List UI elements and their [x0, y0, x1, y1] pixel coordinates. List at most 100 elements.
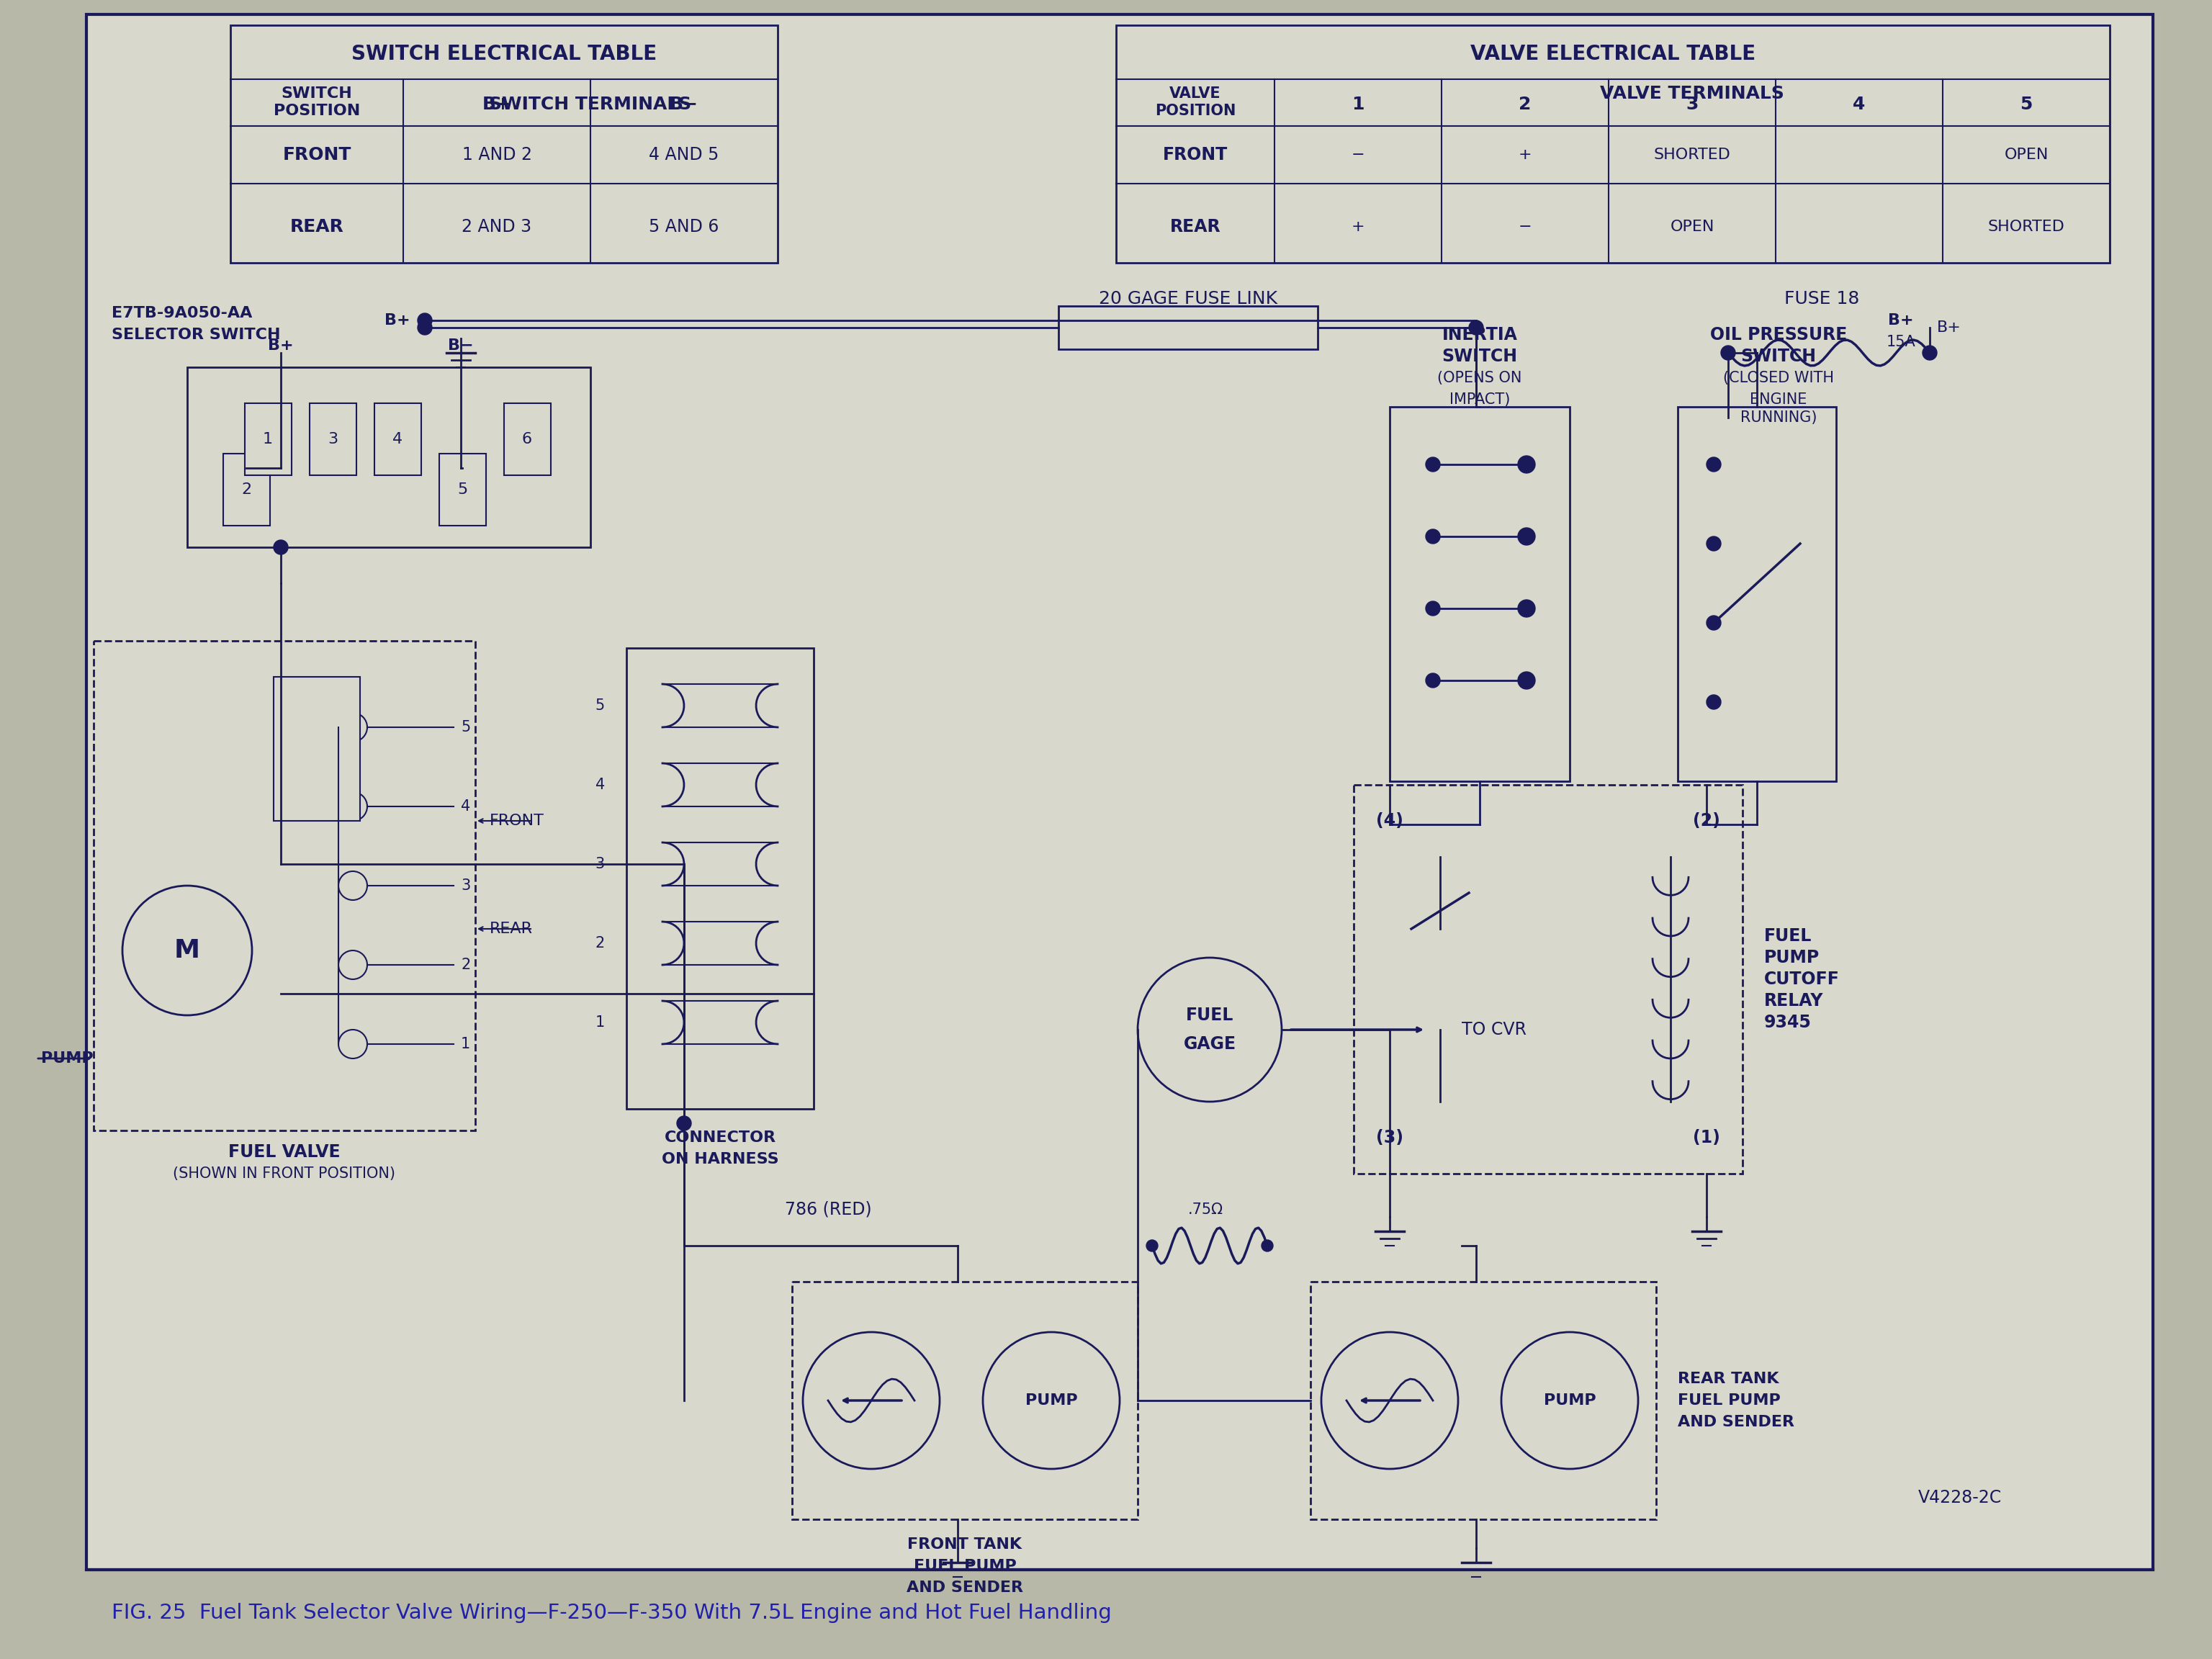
Text: 4: 4	[392, 431, 403, 446]
Text: 4 AND 5: 4 AND 5	[648, 146, 719, 164]
Text: REAR TANK: REAR TANK	[1677, 1372, 1778, 1387]
Bar	[374, 403, 420, 474]
Text: REAR: REAR	[489, 922, 533, 936]
Text: SHORTED: SHORTED	[1655, 148, 1730, 163]
Circle shape	[1427, 529, 1440, 544]
Bar	[440, 453, 487, 526]
Text: FUEL VALVE: FUEL VALVE	[228, 1143, 341, 1161]
Text: VALVE ELECTRICAL TABLE: VALVE ELECTRICAL TABLE	[1471, 43, 1756, 65]
Text: INERTIA: INERTIA	[1442, 327, 1517, 343]
Bar	[1354, 785, 1743, 1173]
Text: 3: 3	[327, 431, 338, 446]
Text: B+: B+	[268, 338, 294, 353]
Text: 1: 1	[263, 431, 272, 446]
Text: FRONT: FRONT	[1164, 146, 1228, 164]
Text: TO CVR: TO CVR	[1462, 1020, 1526, 1039]
Circle shape	[1427, 674, 1440, 687]
Text: B−: B−	[670, 96, 699, 113]
Circle shape	[122, 886, 252, 1015]
Text: AND SENDER: AND SENDER	[1677, 1415, 1794, 1430]
Text: 2: 2	[241, 483, 252, 496]
Circle shape	[1321, 1332, 1458, 1468]
Bar	[1117, 25, 2110, 262]
Circle shape	[1469, 320, 1484, 335]
Text: FUEL: FUEL	[1186, 1007, 1234, 1024]
Text: CUTOFF: CUTOFF	[1765, 971, 1840, 987]
Bar	[310, 403, 356, 474]
Text: B+: B+	[385, 314, 411, 327]
Circle shape	[1146, 1239, 1157, 1251]
Text: IMPACT): IMPACT)	[1449, 393, 1511, 406]
Text: 5 AND 6: 5 AND 6	[648, 219, 719, 236]
Bar	[230, 25, 779, 262]
Text: 4: 4	[595, 778, 604, 791]
Text: 5: 5	[460, 720, 471, 735]
Text: FUEL: FUEL	[1765, 927, 1812, 944]
Text: 15A: 15A	[1887, 335, 1916, 350]
Circle shape	[1705, 695, 1721, 710]
Text: PUMP: PUMP	[1765, 949, 1820, 966]
Text: 2 AND 3: 2 AND 3	[462, 219, 531, 236]
Text: FRONT: FRONT	[283, 146, 352, 164]
Circle shape	[982, 1332, 1119, 1468]
Text: V4228-2C: V4228-2C	[1918, 1490, 2002, 1506]
Text: 9345: 9345	[1765, 1014, 1812, 1032]
Text: 3: 3	[595, 856, 604, 871]
Text: PUMP: PUMP	[42, 1052, 93, 1065]
Text: 2: 2	[1520, 96, 1531, 113]
Text: +: +	[1517, 148, 1531, 163]
Text: VALVE
POSITION: VALVE POSITION	[1155, 86, 1237, 118]
Circle shape	[418, 320, 431, 335]
Circle shape	[1517, 601, 1535, 617]
Circle shape	[1427, 601, 1440, 615]
Circle shape	[677, 987, 690, 1000]
Bar	[1677, 406, 1836, 781]
Text: 1: 1	[595, 1015, 604, 1030]
Bar	[188, 367, 591, 547]
Text: ON HARNESS: ON HARNESS	[661, 1151, 779, 1166]
Text: VALVE TERMINALS: VALVE TERMINALS	[1599, 85, 1785, 103]
Text: B+: B+	[1889, 314, 1913, 327]
Circle shape	[1517, 528, 1535, 546]
Circle shape	[1705, 458, 1721, 471]
Text: (CLOSED WITH: (CLOSED WITH	[1723, 372, 1834, 385]
Text: FUEL PUMP: FUEL PUMP	[1677, 1394, 1781, 1408]
Bar	[246, 403, 292, 474]
Bar	[1310, 1282, 1657, 1520]
Circle shape	[338, 791, 367, 821]
Text: 4: 4	[460, 800, 471, 813]
Text: M: M	[175, 939, 199, 962]
Text: PUMP: PUMP	[1024, 1394, 1077, 1408]
Text: 5: 5	[458, 483, 467, 496]
Text: 1: 1	[460, 1037, 471, 1052]
Bar	[93, 640, 476, 1130]
Text: FIG. 25  Fuel Tank Selector Valve Wiring—F-250—F-350 With 7.5L Engine and Hot Fu: FIG. 25 Fuel Tank Selector Valve Wiring—…	[111, 1603, 1113, 1623]
Text: B−: B−	[449, 338, 473, 353]
Text: 1 AND 2: 1 AND 2	[462, 146, 531, 164]
Text: (4): (4)	[1376, 813, 1402, 830]
Text: 3: 3	[1686, 96, 1699, 113]
Text: SWITCH ELECTRICAL TABLE: SWITCH ELECTRICAL TABLE	[352, 43, 657, 65]
Text: REAR: REAR	[290, 219, 343, 236]
Text: REAR: REAR	[1170, 219, 1221, 236]
Text: +: +	[1352, 219, 1365, 234]
Text: FRONT: FRONT	[489, 813, 544, 828]
Circle shape	[338, 871, 367, 901]
Text: ENGINE: ENGINE	[1750, 393, 1807, 406]
Circle shape	[1705, 536, 1721, 551]
Text: .75Ω: .75Ω	[1188, 1203, 1223, 1218]
Circle shape	[803, 1332, 940, 1468]
Bar	[626, 649, 814, 1108]
Text: SHORTED: SHORTED	[1989, 219, 2064, 234]
Bar	[792, 1282, 1137, 1520]
Text: (3): (3)	[1376, 1130, 1402, 1146]
Circle shape	[418, 314, 431, 327]
Text: SWITCH: SWITCH	[1442, 348, 1517, 365]
Text: (SHOWN IN FRONT POSITION): (SHOWN IN FRONT POSITION)	[173, 1166, 396, 1181]
Text: OPEN: OPEN	[1670, 219, 1714, 234]
Circle shape	[274, 856, 288, 871]
Circle shape	[1517, 672, 1535, 688]
Circle shape	[274, 541, 288, 554]
Text: E7TB-9A050-AA: E7TB-9A050-AA	[111, 305, 252, 320]
Text: AND SENDER: AND SENDER	[907, 1581, 1024, 1594]
